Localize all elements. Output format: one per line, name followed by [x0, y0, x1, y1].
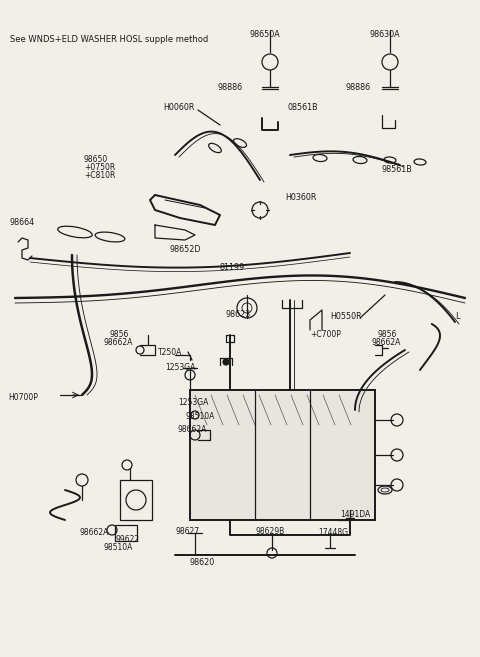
Bar [115, 525, 137, 541]
Text: H0360R: H0360R [285, 193, 316, 202]
Text: 98886: 98886 [218, 83, 243, 92]
Text: 98652D: 98652D [170, 245, 202, 254]
Text: 98662A: 98662A [80, 528, 109, 537]
Text: 98623: 98623 [226, 310, 251, 319]
Text: H0060R: H0060R [163, 103, 194, 112]
Text: 1253GA: 1253GA [178, 398, 208, 407]
Text: +C700P: +C700P [310, 330, 341, 339]
Text: 99622: 99622 [115, 535, 139, 544]
Text: 98662A: 98662A [177, 425, 206, 434]
Text: 98620: 98620 [190, 558, 215, 567]
Text: 98650: 98650 [84, 155, 108, 164]
Text: 98510A: 98510A [185, 412, 215, 421]
Circle shape [223, 359, 229, 365]
Text: 98510A: 98510A [103, 543, 132, 552]
Text: 98886: 98886 [346, 83, 371, 92]
Text: 98664: 98664 [10, 218, 35, 227]
Text: +C810R: +C810R [84, 171, 115, 180]
Text: 98650A: 98650A [250, 30, 281, 39]
Text: 98561B: 98561B [382, 165, 413, 174]
Text: L: L [455, 312, 460, 321]
Text: 98662A: 98662A [372, 338, 401, 347]
Text: 17448G: 17448G [318, 528, 348, 537]
Text: 98629B: 98629B [255, 527, 284, 536]
Text: 08561B: 08561B [288, 103, 319, 112]
Text: 81199: 81199 [220, 263, 245, 272]
Text: +0750R: +0750R [84, 163, 115, 172]
Text: 1253GA: 1253GA [165, 363, 195, 372]
Bar [120, 480, 152, 520]
Text: 9856: 9856 [378, 330, 397, 339]
Text: 9856: 9856 [110, 330, 130, 339]
Text: 1491DA: 1491DA [340, 510, 370, 519]
Text: 98662A: 98662A [103, 338, 132, 347]
Text: See WNDS+ELD WASHER HOSL supple method: See WNDS+ELD WASHER HOSL supple method [10, 35, 208, 44]
Text: 98627: 98627 [175, 527, 199, 536]
Text: H0700P: H0700P [8, 393, 38, 402]
Text: 98630A: 98630A [370, 30, 401, 39]
Text: T250A: T250A [158, 348, 182, 357]
Bar [190, 390, 375, 520]
Text: H0550R: H0550R [330, 312, 361, 321]
